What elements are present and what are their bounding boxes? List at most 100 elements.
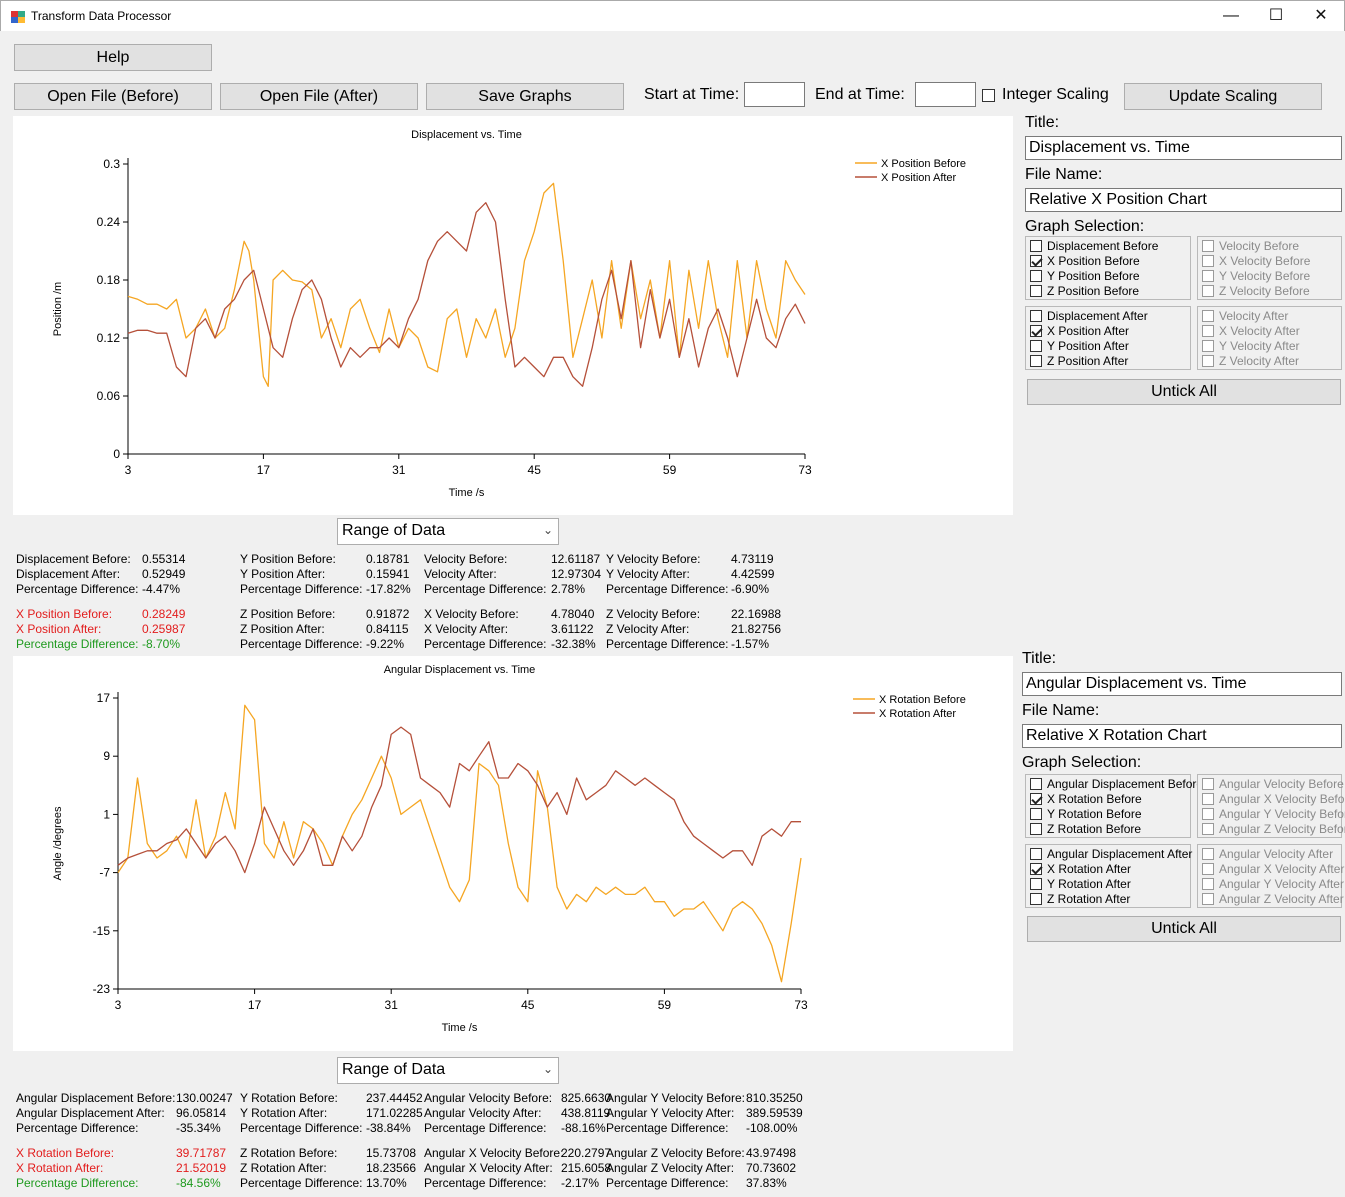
end-time-label: End at Time: — [815, 86, 905, 103]
checkbox-icon[interactable] — [1030, 310, 1042, 322]
range-of-data-select[interactable]: Range of Data ⌄ — [337, 1057, 559, 1084]
y-tick-label: -7 — [99, 866, 110, 880]
stat-value: 22.16988 — [731, 607, 782, 621]
checkbox-icon[interactable] — [1030, 893, 1042, 905]
stat-label: X Velocity After: — [424, 622, 509, 636]
checkbox-icon — [1202, 793, 1214, 805]
stat-label: Percentage Difference: — [424, 1121, 547, 1135]
legend-entry: X Position Before — [881, 158, 966, 170]
x-tick-label: 73 — [794, 998, 808, 1012]
chart2-file-name-input[interactable] — [1022, 724, 1342, 748]
x-tick-label: 17 — [257, 463, 271, 477]
open-file-before-button[interactable]: Open File (Before) — [14, 83, 212, 110]
y-axis-label: Angle /degrees — [52, 806, 64, 880]
save-graphs-button[interactable]: Save Graphs — [426, 83, 624, 110]
angular-displacement-chart: Angular Displacement vs. Time -23 -15 -7 1 9 1… — [52, 664, 966, 1034]
checkbox-label: Angular Velocity After — [1219, 847, 1334, 861]
series-line-1 — [127, 202, 806, 387]
legend-entry: X Rotation After — [879, 708, 956, 720]
checkbox-checked-icon[interactable] — [1030, 863, 1042, 875]
checkbox-label: Angular Z Velocity After — [1219, 892, 1344, 906]
integer-scaling-checkbox[interactable] — [982, 89, 995, 102]
stat-value: 70.73602 — [746, 1161, 797, 1175]
y-tick-label: 0 — [113, 447, 120, 461]
checkbox-icon[interactable] — [1030, 808, 1042, 820]
stat-label: Angular Velocity After: — [424, 1106, 542, 1120]
checkbox-icon[interactable] — [1030, 240, 1042, 252]
displacement-chart-area: Displacement vs. Time 0 0.06 0.12 0.18 0.24 0.… — [13, 116, 1013, 515]
stat-label: Angular Velocity Before: — [424, 1091, 553, 1105]
checkbox-label: X Velocity Before — [1219, 254, 1311, 268]
range-of-data-select[interactable]: Range of Data ⌄ — [337, 518, 559, 545]
checkbox-label: Z Rotation Before — [1047, 822, 1142, 836]
stat-label: X Position Before: — [16, 607, 113, 621]
chart2-title-input[interactable] — [1022, 672, 1342, 696]
stat-label: Y Position Before: — [240, 552, 336, 566]
stat-value: 4.78040 — [551, 607, 595, 621]
stat-value: 237.44452 — [366, 1091, 423, 1105]
checkbox-label: X Velocity After — [1219, 324, 1300, 338]
title-bar: Transform Data Processor — ☐ ✕ — [0, 0, 1345, 31]
checkbox-label: Z Velocity After — [1219, 354, 1300, 368]
start-time-input[interactable] — [744, 82, 805, 107]
chart-title: Displacement vs. Time — [411, 129, 522, 141]
help-button[interactable]: Help — [14, 44, 212, 71]
open-file-after-button[interactable]: Open File (After) — [220, 83, 418, 110]
stat-value: 220.2797 — [561, 1146, 612, 1160]
stat-value: 15.73708 — [366, 1146, 417, 1160]
start-time-label: Start at Time: — [644, 86, 740, 103]
stat-value: 0.91872 — [366, 607, 410, 621]
maximize-button[interactable]: ☐ — [1268, 7, 1284, 24]
checkbox-icon[interactable] — [1030, 340, 1042, 352]
legend-entry: X Position After — [881, 172, 957, 184]
stat-label: X Velocity Before: — [424, 607, 519, 621]
stat-label: Z Rotation Before: — [240, 1146, 338, 1160]
stat-value: 2.78% — [551, 582, 586, 596]
chart1-title-input[interactable] — [1025, 136, 1342, 160]
stat-label: Z Velocity Before: — [606, 607, 701, 621]
checkbox-icon — [1202, 878, 1214, 890]
checkbox-icon[interactable] — [1030, 355, 1042, 367]
checkbox-label: X Position Before — [1047, 254, 1140, 268]
untick-all-button[interactable]: Untick All — [1027, 916, 1341, 942]
checkbox-checked-icon[interactable] — [1030, 793, 1042, 805]
stat-label: X Rotation Before: — [16, 1146, 115, 1160]
stat-label: Percentage Difference: — [240, 1121, 363, 1135]
checkbox-label: Y Rotation After — [1047, 877, 1131, 891]
untick-all-button[interactable]: Untick All — [1027, 379, 1341, 405]
end-time-input[interactable] — [915, 82, 976, 107]
checkbox-icon[interactable] — [1030, 823, 1042, 835]
checkbox-label: Angular Z Velocity Before — [1219, 822, 1345, 836]
graph-selection-group: Velocity Before X Velocity Before Y Veloci… — [1197, 236, 1342, 300]
checkbox-label: Y Rotation Before — [1047, 807, 1142, 821]
checkbox-icon — [1202, 240, 1214, 252]
minimize-button[interactable]: — — [1223, 7, 1239, 24]
stat-label: X Position After: — [16, 622, 102, 636]
graph-selection-group: Angular Displacement Before X Rotation Be… — [1025, 774, 1203, 838]
y-tick-label: 0.18 — [97, 273, 121, 287]
checkbox-icon[interactable] — [1030, 285, 1042, 297]
checkbox-icon[interactable] — [1030, 848, 1042, 860]
x-axis-label: Time /s — [442, 1022, 478, 1034]
checkbox-icon[interactable] — [1030, 270, 1042, 282]
stat-label: Percentage Difference: — [424, 637, 547, 651]
stat-label: Angular Z Velocity Before: — [606, 1146, 745, 1160]
checkbox-label: Y Velocity After — [1219, 339, 1300, 353]
checkbox-checked-icon[interactable] — [1030, 325, 1042, 337]
graph-selection-label: Graph Selection: — [1022, 754, 1142, 771]
y-tick-label: 0.3 — [103, 157, 120, 171]
graph-selection-group: Displacement Before X Position Before Y Po… — [1025, 236, 1191, 300]
chart1-file-name-input[interactable] — [1025, 188, 1342, 212]
stat-label: Angular X Velocity Before: — [424, 1146, 564, 1160]
checkbox-icon[interactable] — [1030, 778, 1042, 790]
checkbox-icon — [1202, 310, 1214, 322]
stat-label: Angular X Velocity After: — [424, 1161, 553, 1175]
graph-selection-group: Angular Displacement After X Rotation Aft… — [1025, 844, 1192, 908]
checkbox-label: Z Position Before — [1047, 284, 1140, 298]
file-name-label: File Name: — [1022, 702, 1100, 719]
checkbox-checked-icon[interactable] — [1030, 255, 1042, 267]
checkbox-icon[interactable] — [1030, 878, 1042, 890]
update-scaling-button[interactable]: Update Scaling — [1124, 83, 1322, 110]
x-tick-label: 31 — [392, 463, 406, 477]
close-button[interactable]: ✕ — [1314, 7, 1328, 24]
